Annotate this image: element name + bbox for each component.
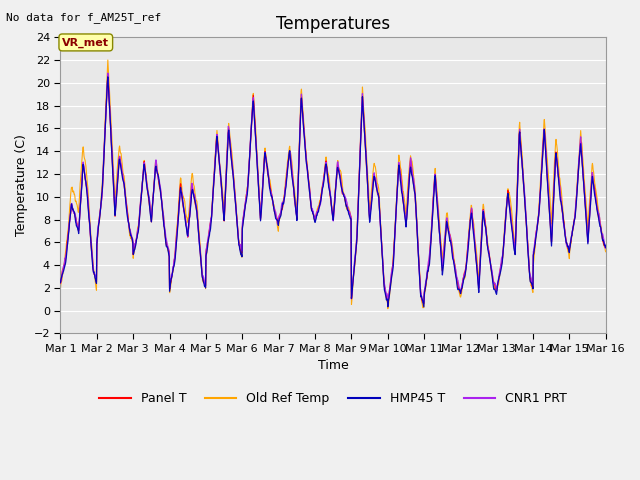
Legend: Panel T, Old Ref Temp, HMP45 T, CNR1 PRT: Panel T, Old Ref Temp, HMP45 T, CNR1 PRT: [95, 387, 572, 410]
Text: VR_met: VR_met: [62, 37, 109, 48]
X-axis label: Time: Time: [317, 360, 348, 372]
Title: Temperatures: Temperatures: [276, 15, 390, 33]
Text: No data for f_AM25T_ref: No data for f_AM25T_ref: [6, 12, 162, 23]
Y-axis label: Temperature (C): Temperature (C): [15, 134, 28, 236]
